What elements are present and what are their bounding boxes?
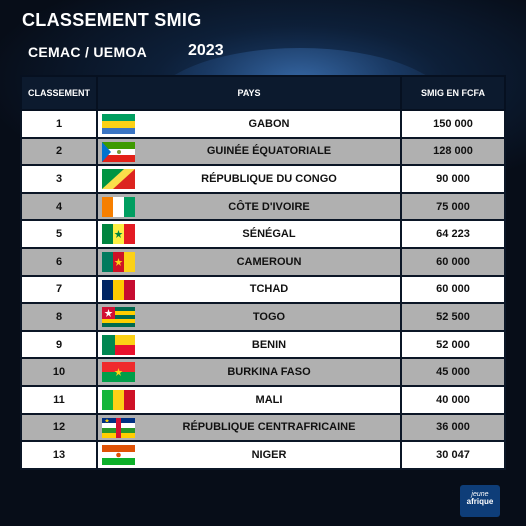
country-name: BENIN: [251, 338, 287, 351]
table-row: 2 GUINÉE ÉQUATORIALE 128 000: [20, 136, 506, 167]
rank-cell: 13: [20, 440, 98, 470]
page-subtitle: CEMAC / UEMOA: [28, 44, 148, 60]
country-name: CÔTE D'IVOIRE: [228, 200, 310, 213]
country-name: TCHAD: [249, 283, 289, 296]
country-cell: BENIN: [96, 329, 402, 360]
equatorial-guinea-flag-icon: [102, 141, 135, 162]
table-row: 11 MALI 40 000: [20, 384, 506, 415]
smig-value-cell: 60 000: [400, 274, 506, 305]
country-name: MALI: [255, 393, 283, 406]
togo-flag-icon: [102, 307, 135, 328]
smig-value-cell: 150 000: [400, 109, 506, 139]
table-row: 6 CAMEROUN 60 000: [20, 246, 506, 277]
rank-cell: 1: [20, 109, 98, 139]
page-title: CLASSEMENT SMIG: [22, 10, 202, 30]
cameroon-flag-icon: [102, 251, 135, 272]
smig-value-cell: 30 047: [400, 440, 506, 470]
country-name: BURKINA FASO: [227, 366, 311, 379]
smig-value-cell: 64 223: [400, 219, 506, 249]
country-name: SÉNÉGAL: [242, 228, 296, 241]
table-body: 1 GABON 150 000 2 GUINÉE ÉQUATORIALE 128 000 3…: [20, 109, 506, 470]
rank-cell: 12: [20, 412, 98, 443]
country-cell: GABON: [96, 109, 402, 139]
smig-value-cell: 90 000: [400, 164, 506, 194]
table-row: 10 BURKINA FASO 45 000: [20, 357, 506, 387]
ivory-coast-flag-icon: [102, 196, 135, 217]
table-row: 1 GABON 150 000: [20, 109, 506, 139]
country-cell: BURKINA FASO: [96, 357, 402, 387]
table-row: 9 BENIN 52 000: [20, 329, 506, 360]
rank-cell: 3: [20, 164, 98, 194]
burkina-faso-flag-icon: [102, 362, 135, 383]
column-header-country: PAYS: [96, 75, 402, 111]
country-cell: TOGO: [96, 302, 402, 332]
table-row: 7 TCHAD 60 000: [20, 274, 506, 305]
congo-flag-icon: [102, 169, 135, 190]
rank-cell: 4: [20, 191, 98, 222]
country-cell: SÉNÉGAL: [96, 219, 402, 249]
country-name: RÉPUBLIQUE DU CONGO: [201, 172, 337, 185]
central-african-republic-flag-icon: [102, 417, 135, 438]
country-cell: RÉPUBLIQUE CENTRAFRICAINE: [96, 412, 402, 443]
rank-cell: 7: [20, 274, 98, 305]
table-row: 4 CÔTE D'IVOIRE 75 000: [20, 191, 506, 222]
country-name: GUINÉE ÉQUATORIALE: [206, 145, 332, 158]
table-row: 5 SÉNÉGAL 64 223: [20, 219, 506, 249]
rank-cell: 11: [20, 384, 98, 415]
smig-value-cell: 60 000: [400, 246, 506, 277]
table-row: 3 RÉPUBLIQUE DU CONGO 90 000: [20, 164, 506, 194]
country-cell: RÉPUBLIQUE DU CONGO: [96, 164, 402, 194]
mali-flag-icon: [102, 389, 135, 410]
smig-value-cell: 40 000: [400, 384, 506, 415]
country-name: RÉPUBLIQUE CENTRAFRICAINE: [182, 421, 356, 434]
country-cell: TCHAD: [96, 274, 402, 305]
niger-flag-icon: [102, 445, 135, 466]
rank-cell: 5: [20, 219, 98, 249]
country-cell: GUINÉE ÉQUATORIALE: [96, 136, 402, 167]
year-label: 2023: [188, 42, 224, 59]
table-row: 13 NIGER 30 047: [20, 440, 506, 470]
smig-value-cell: 36 000: [400, 412, 506, 443]
rank-cell: 6: [20, 246, 98, 277]
smig-value-cell: 128 000: [400, 136, 506, 167]
smig-value-cell: 52 500: [400, 302, 506, 332]
country-cell: CAMEROUN: [96, 246, 402, 277]
smig-value-cell: 52 000: [400, 329, 506, 360]
smig-value-cell: 45 000: [400, 357, 506, 387]
country-name: CAMEROUN: [236, 255, 302, 268]
rank-cell: 10: [20, 357, 98, 387]
rank-cell: 9: [20, 329, 98, 360]
country-name: TOGO: [252, 310, 286, 323]
country-cell: MALI: [96, 384, 402, 415]
table-row: 12 RÉPUBLIQUE CENTRAFRICAINE 36 000: [20, 412, 506, 443]
chad-flag-icon: [102, 279, 135, 300]
rank-cell: 8: [20, 302, 98, 332]
country-cell: NIGER: [96, 440, 402, 470]
column-header-rank: CLASSEMENT: [20, 75, 98, 111]
smig-value-cell: 75 000: [400, 191, 506, 222]
country-cell: CÔTE D'IVOIRE: [96, 191, 402, 222]
country-name: GABON: [248, 117, 290, 130]
smig-table: CLASSEMENT PAYS SMIG EN FCFA 1 GABON 150 0…: [20, 75, 506, 470]
column-header-smig: SMIG EN FCFA: [400, 75, 506, 111]
jeune-afrique-logo: jeune afrique: [460, 485, 500, 517]
table-header-row: CLASSEMENT PAYS SMIG EN FCFA: [20, 75, 506, 111]
table-row: 8 TOGO 52 500: [20, 302, 506, 332]
senegal-flag-icon: [102, 224, 135, 245]
rank-cell: 2: [20, 136, 98, 167]
benin-flag-icon: [102, 334, 135, 355]
country-name: NIGER: [251, 448, 287, 461]
gabon-flag-icon: [102, 114, 135, 134]
